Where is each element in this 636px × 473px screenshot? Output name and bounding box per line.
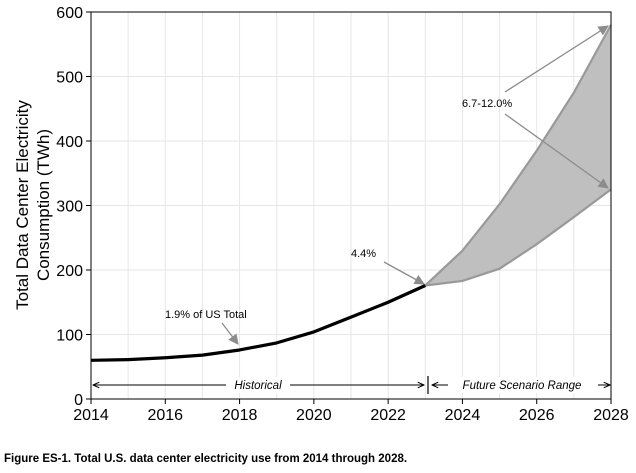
- x-tick-label: 2018: [222, 407, 258, 424]
- annotation-hist-share: 1.9% of US Total: [165, 309, 247, 321]
- x-tick-label: 2014: [73, 407, 109, 424]
- historical-label: Historical: [234, 380, 282, 392]
- x-tick-label: 2026: [519, 407, 555, 424]
- scenario-lower-line: [425, 188, 612, 287]
- future-scenario-band: [425, 24, 611, 286]
- y-tick-label: 200: [56, 263, 83, 280]
- annotation-hist-arrow: [221, 322, 239, 345]
- scenario-upper-line: [424, 24, 612, 287]
- x-tick-label: 2016: [147, 407, 183, 424]
- historical-line: [90, 284, 426, 362]
- y-tick-label: 400: [56, 134, 83, 151]
- future-label-bg: [448, 377, 598, 393]
- y-axis-label-line-1: Total Data Center Electricity: [13, 100, 32, 310]
- annotation-scenario-share: 6.7-12.0%: [462, 98, 512, 110]
- future-label: Future Scenario Range: [463, 380, 582, 392]
- y-tick-label: 300: [56, 199, 83, 216]
- x-tick-label: 2022: [370, 407, 406, 424]
- annotation-2023-share: 4.4%: [351, 248, 376, 260]
- x-tick-label: 2028: [593, 407, 629, 424]
- y-tick-label: 500: [56, 70, 83, 87]
- annotation-2023-arrow: [383, 261, 425, 285]
- y-axis-label-line-2: Consumption (TWh): [34, 129, 53, 281]
- x-tick-label: 2024: [445, 407, 481, 424]
- figure-caption: Figure ES-1. Total U.S. data center elec…: [4, 453, 408, 465]
- annotation-lower-arrow: [504, 113, 609, 189]
- y-axis-label: Total Data Center Electricity Consumptio…: [13, 100, 53, 310]
- axis-ticks: 0 100 200 300 400 500 600 2014 2016 2018 2020 2022 2…: [56, 5, 629, 424]
- y-tick-label: 100: [56, 328, 83, 345]
- historical-label-bg: [226, 377, 290, 393]
- annotation-upper-arrow: [504, 25, 609, 93]
- x-tick-label: 2020: [296, 407, 332, 424]
- y-tick-label: 600: [56, 5, 83, 22]
- y-tick-label: 0: [74, 392, 83, 409]
